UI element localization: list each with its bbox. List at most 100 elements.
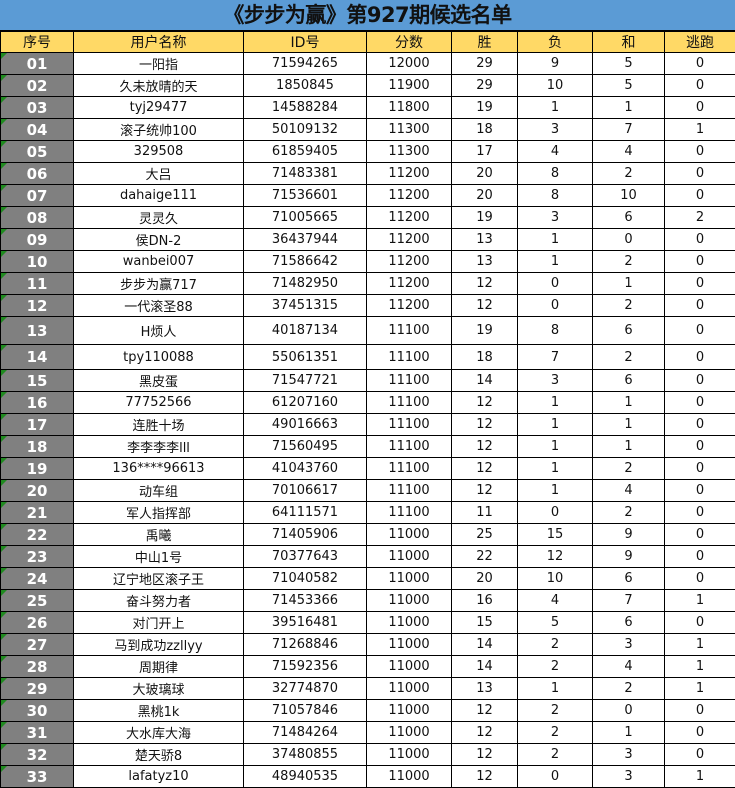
cell-index[interactable]: 07 <box>0 184 74 207</box>
cell-escapes[interactable]: 0 <box>664 250 735 273</box>
cell-username[interactable]: 一阳指 <box>73 52 244 75</box>
cell-escapes[interactable]: 0 <box>664 184 735 207</box>
cell-losses[interactable]: 0 <box>517 294 593 317</box>
cell-score[interactable]: 11000 <box>366 655 452 678</box>
cell-losses[interactable]: 2 <box>517 655 593 678</box>
cell-username[interactable]: 李李李李lll <box>73 435 244 458</box>
cell-escapes[interactable]: 0 <box>664 501 735 524</box>
cell-username[interactable]: 黑桃1k <box>73 699 244 722</box>
cell-escapes[interactable]: 0 <box>664 523 735 546</box>
cell-username[interactable]: 楚天骄8 <box>73 743 244 766</box>
cell-user-id[interactable]: 1850845 <box>243 74 367 97</box>
cell-escapes[interactable]: 0 <box>664 611 735 634</box>
cell-wins[interactable]: 12 <box>451 765 518 788</box>
cell-losses[interactable]: 1 <box>517 457 593 480</box>
cell-escapes[interactable]: 1 <box>664 765 735 788</box>
cell-draws[interactable]: 9 <box>592 545 665 568</box>
cell-score[interactable]: 11000 <box>366 523 452 546</box>
cell-username[interactable]: 滚子统帅100 <box>73 118 244 141</box>
cell-username[interactable]: 连胜十场 <box>73 413 244 436</box>
cell-username[interactable]: 步步为赢717 <box>73 272 244 295</box>
cell-score[interactable]: 11200 <box>366 250 452 273</box>
cell-escapes[interactable]: 0 <box>664 344 735 370</box>
cell-index[interactable]: 22 <box>0 523 74 546</box>
cell-escapes[interactable]: 0 <box>664 391 735 414</box>
cell-losses[interactable]: 3 <box>517 118 593 141</box>
cell-draws[interactable]: 6 <box>592 611 665 634</box>
cell-user-id[interactable]: 14588284 <box>243 96 367 119</box>
cell-losses[interactable]: 0 <box>517 501 593 524</box>
cell-wins[interactable]: 12 <box>451 479 518 502</box>
cell-losses[interactable]: 1 <box>517 677 593 700</box>
cell-draws[interactable]: 2 <box>592 250 665 273</box>
cell-user-id[interactable]: 71592356 <box>243 655 367 678</box>
cell-index[interactable]: 14 <box>0 344 74 370</box>
cell-draws[interactable]: 3 <box>592 743 665 766</box>
cell-username[interactable]: H烦人 <box>73 316 244 345</box>
cell-wins[interactable]: 29 <box>451 52 518 75</box>
cell-username[interactable]: 奋斗努力者 <box>73 589 244 612</box>
cell-losses[interactable]: 1 <box>517 413 593 436</box>
cell-wins[interactable]: 14 <box>451 655 518 678</box>
cell-index[interactable]: 31 <box>0 721 74 744</box>
cell-wins[interactable]: 25 <box>451 523 518 546</box>
cell-user-id[interactable]: 50109132 <box>243 118 367 141</box>
cell-username[interactable]: 马到成功zzllyy <box>73 633 244 656</box>
cell-score[interactable]: 11200 <box>366 294 452 317</box>
cell-score[interactable]: 11000 <box>366 721 452 744</box>
cell-index[interactable]: 15 <box>0 369 74 392</box>
cell-escapes[interactable]: 0 <box>664 162 735 185</box>
cell-wins[interactable]: 12 <box>451 294 518 317</box>
cell-losses[interactable]: 1 <box>517 96 593 119</box>
cell-escapes[interactable]: 0 <box>664 96 735 119</box>
cell-draws[interactable]: 3 <box>592 765 665 788</box>
cell-draws[interactable]: 6 <box>592 369 665 392</box>
cell-escapes[interactable]: 1 <box>664 118 735 141</box>
cell-escapes[interactable]: 1 <box>664 589 735 612</box>
cell-losses[interactable]: 8 <box>517 162 593 185</box>
cell-draws[interactable]: 2 <box>592 677 665 700</box>
cell-index[interactable]: 05 <box>0 140 74 163</box>
cell-index[interactable]: 32 <box>0 743 74 766</box>
cell-score[interactable]: 11100 <box>366 344 452 370</box>
cell-draws[interactable]: 6 <box>592 567 665 590</box>
cell-draws[interactable]: 1 <box>592 96 665 119</box>
cell-wins[interactable]: 17 <box>451 140 518 163</box>
cell-score[interactable]: 11100 <box>366 369 452 392</box>
cell-username[interactable]: wanbei007 <box>73 250 244 273</box>
cell-index[interactable]: 25 <box>0 589 74 612</box>
cell-score[interactable]: 11000 <box>366 677 452 700</box>
cell-escapes[interactable]: 0 <box>664 479 735 502</box>
cell-index[interactable]: 06 <box>0 162 74 185</box>
cell-user-id[interactable]: 48940535 <box>243 765 367 788</box>
cell-draws[interactable]: 5 <box>592 74 665 97</box>
cell-draws[interactable]: 7 <box>592 589 665 612</box>
cell-username[interactable]: 灵灵久 <box>73 206 244 229</box>
cell-score[interactable]: 11200 <box>366 162 452 185</box>
cell-user-id[interactable]: 49016663 <box>243 413 367 436</box>
cell-user-id[interactable]: 71057846 <box>243 699 367 722</box>
cell-score[interactable]: 11800 <box>366 96 452 119</box>
header-draws[interactable]: 和 <box>592 31 665 53</box>
cell-username[interactable]: 中山1号 <box>73 545 244 568</box>
cell-escapes[interactable]: 1 <box>664 655 735 678</box>
cell-index[interactable]: 01 <box>0 52 74 75</box>
cell-index[interactable]: 04 <box>0 118 74 141</box>
cell-index[interactable]: 10 <box>0 250 74 273</box>
cell-username[interactable]: 黑皮蛋 <box>73 369 244 392</box>
cell-draws[interactable]: 4 <box>592 479 665 502</box>
cell-score[interactable]: 11000 <box>366 699 452 722</box>
cell-user-id[interactable]: 71547721 <box>243 369 367 392</box>
cell-username[interactable]: 大玻璃球 <box>73 677 244 700</box>
cell-escapes[interactable]: 1 <box>664 677 735 700</box>
cell-user-id[interactable]: 71586642 <box>243 250 367 273</box>
cell-draws[interactable]: 4 <box>592 140 665 163</box>
cell-user-id[interactable]: 40187134 <box>243 316 367 345</box>
cell-user-id[interactable]: 71453366 <box>243 589 367 612</box>
cell-score[interactable]: 11100 <box>366 457 452 480</box>
cell-score[interactable]: 11000 <box>366 743 452 766</box>
cell-losses[interactable]: 2 <box>517 743 593 766</box>
cell-username[interactable]: 329508 <box>73 140 244 163</box>
cell-escapes[interactable]: 0 <box>664 567 735 590</box>
cell-user-id[interactable]: 71536601 <box>243 184 367 207</box>
